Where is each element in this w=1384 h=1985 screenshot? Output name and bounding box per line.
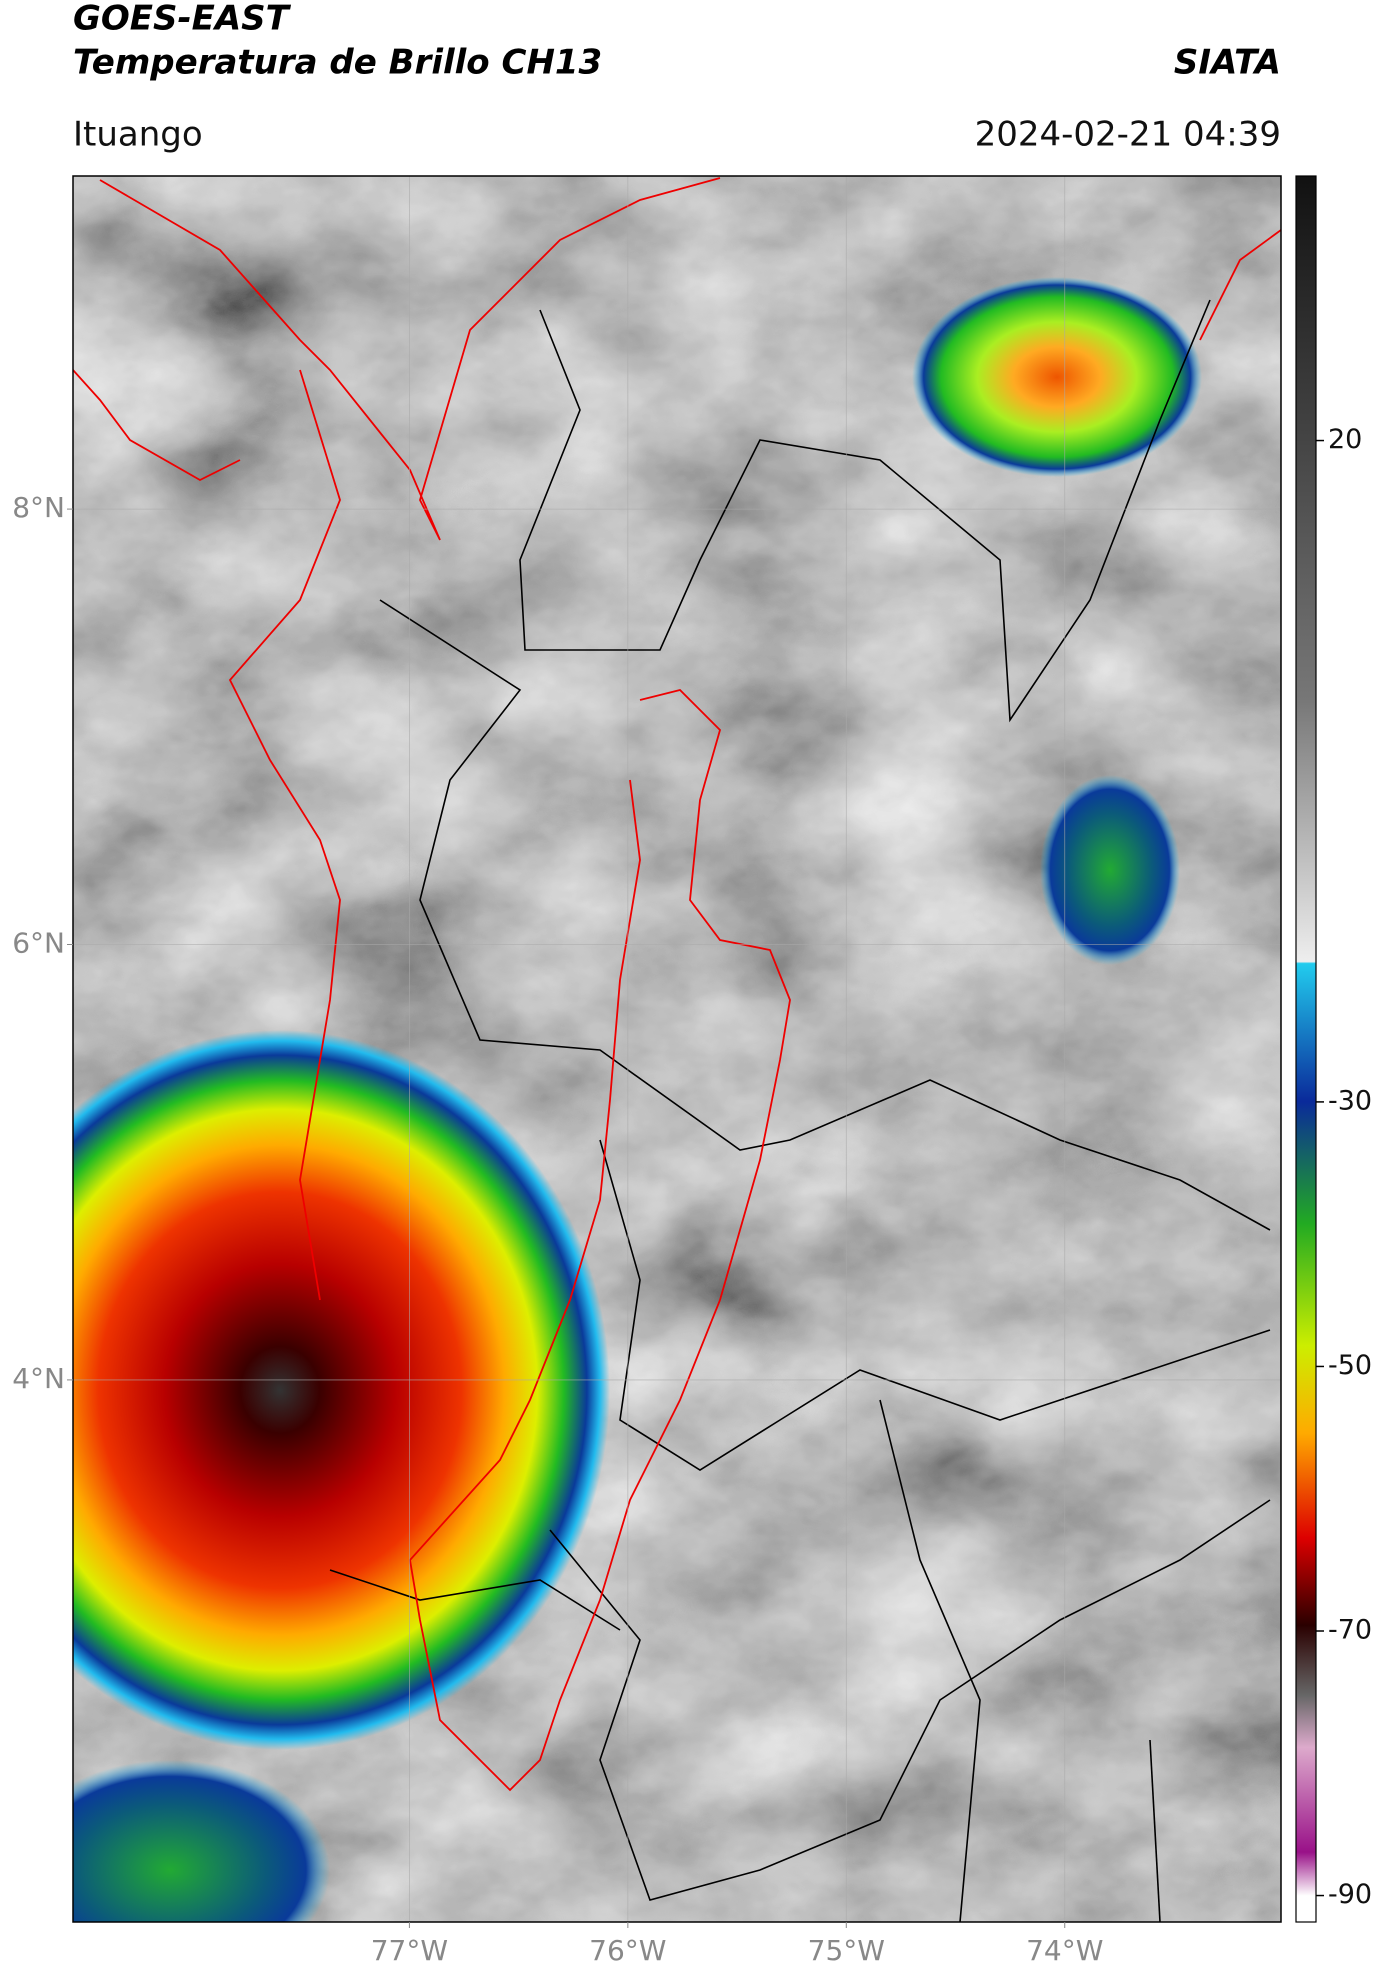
boundary-lines [73,177,1281,1792]
colorbar-label: -90 [1328,1879,1372,1910]
map-frame [72,175,1282,1923]
product-title: Temperatura de Brillo CH13 [73,43,602,83]
colorbar-label: 20 [1328,424,1362,455]
location-label: Ituango [73,115,203,155]
satellite-title: GOES-EAST [73,0,292,39]
colorbar [1295,175,1317,1923]
lat-label: 8°N [12,491,65,524]
storm-cell [1040,775,1180,965]
datetime-label: 2024-02-21 04:39 [975,115,1281,155]
lon-label: 74°W [1026,1934,1103,1967]
admin-borders [329,299,1271,1922]
lat-label: 6°N [12,927,65,960]
colorbar-label: -50 [1328,1350,1372,1381]
lon-label: 77°W [371,1934,448,1967]
map-image [73,176,1281,1922]
lon-label: 75°W [808,1934,885,1967]
storm-cell [912,277,1202,477]
storm-cell [73,1030,610,1750]
colorbar-label: -30 [1328,1085,1372,1116]
source-label: SIATA [1174,43,1281,83]
colorbar-label: -70 [1328,1615,1372,1646]
graticule [73,176,1281,1922]
lon-label: 76°W [589,1934,666,1967]
lat-label: 4°N [12,1362,65,1395]
